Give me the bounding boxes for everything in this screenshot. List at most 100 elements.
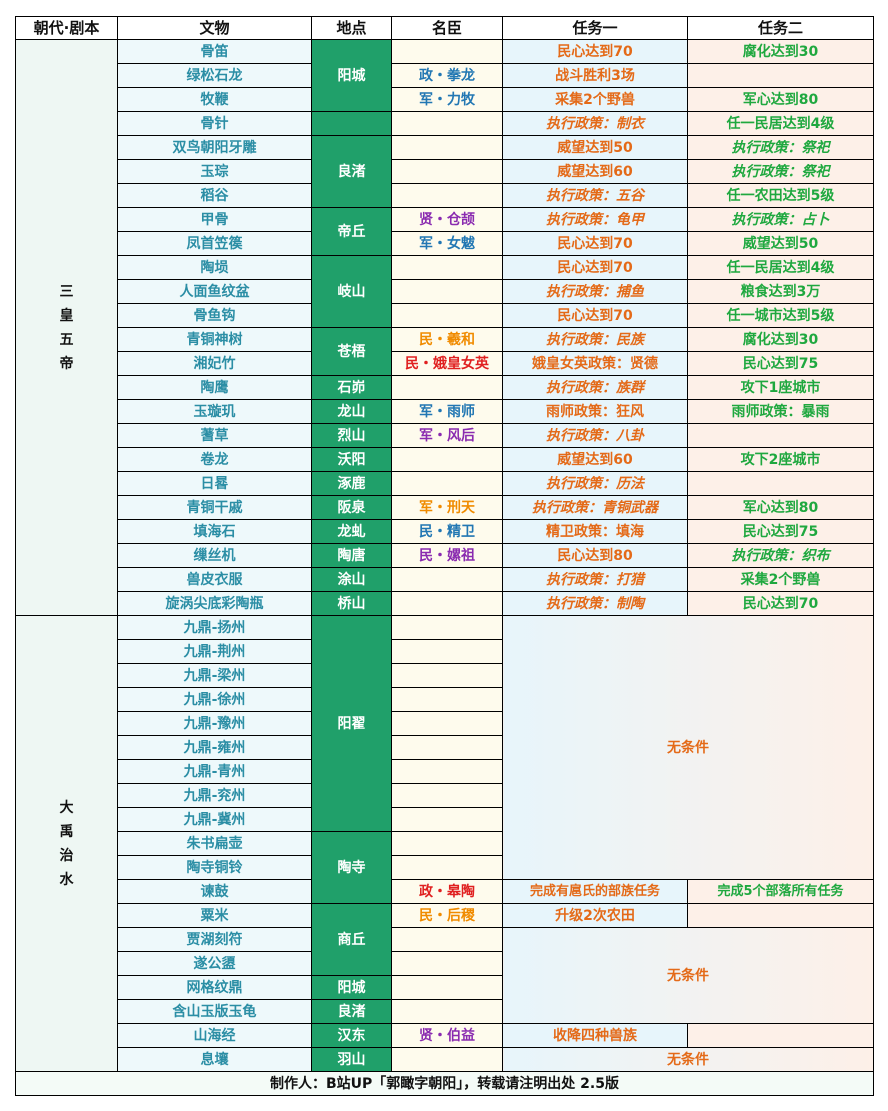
artifact-cell: 粟米 xyxy=(117,903,312,928)
artifact-cell: 九鼎-冀州 xyxy=(117,807,312,832)
location-cell: 陶唐 xyxy=(311,543,392,568)
location-cell: 阳城 xyxy=(311,975,392,1000)
minister-cell: 军・女魃 xyxy=(391,231,503,256)
task2-cell: 民心达到75 xyxy=(687,351,874,376)
artifact-cell: 九鼎-荆州 xyxy=(117,639,312,664)
task1-cell: 民心达到70 xyxy=(502,303,688,328)
artifact-cell: 玉璇玑 xyxy=(117,399,312,424)
minister-cell xyxy=(391,831,503,856)
no-condition-cell: 无条件 xyxy=(502,1047,874,1072)
task1-cell: 升级2次农田 xyxy=(502,903,688,928)
artifact-cell: 日晷 xyxy=(117,471,312,496)
minister-cell xyxy=(391,975,503,1000)
artifact-cell: 卷龙 xyxy=(117,447,312,472)
header-row: 朝代·剧本 文物 地点 名臣 任务一 任务二 xyxy=(15,16,874,40)
table-row: 骨鱼钩 民心达到70 任一城市达到5级 xyxy=(16,303,874,328)
artifact-cell: 九鼎-雍州 xyxy=(117,735,312,760)
footer-row: 制作人：B站UP「郭瞰字朝阳」，转载请注明出处 2.5版 xyxy=(15,1071,874,1096)
location-cell: 陶寺 xyxy=(311,831,392,904)
minister-cell: 军・雨师 xyxy=(391,399,503,424)
artifact-cell: 骨针 xyxy=(117,111,312,136)
table-row: 九鼎-豫州 xyxy=(16,711,874,736)
artifact-cell: 息壤 xyxy=(117,1047,312,1072)
minister-cell xyxy=(391,735,503,760)
task1-cell: 执行政策：族群 xyxy=(502,375,688,400)
artifact-cell: 青铜神树 xyxy=(117,327,312,352)
artifact-cell: 人面鱼纹盆 xyxy=(117,279,312,304)
table-row: 青铜干戚 阪泉 军・刑天 执行政策：青铜武器 军心达到80 xyxy=(16,495,874,520)
location-cell: 汉东 xyxy=(311,1023,392,1048)
task1-cell: 执行政策：青铜武器 xyxy=(502,495,688,520)
table-row: 甲骨 帝丘 贤・仓颉 执行政策：龟甲 执行政策：占卜 xyxy=(16,207,874,256)
minister-cell xyxy=(391,807,503,832)
task1-cell: 执行政策：历法 xyxy=(502,471,688,496)
table-row: 山海经 汉东 贤・伯益 收降四种兽族 xyxy=(16,1023,874,1048)
artifact-cell: 九鼎-兖州 xyxy=(117,783,312,808)
location-cell: 龙虬 xyxy=(311,519,392,544)
location-cell: 阳翟 xyxy=(311,615,392,832)
task2-cell xyxy=(687,63,874,88)
table-row: 骨针 执行政策：制衣 任一民居达到4级 xyxy=(16,111,874,136)
minister-cell xyxy=(391,303,503,328)
location-cell: 石峁 xyxy=(311,375,392,400)
task1-cell: 执行政策：捕鱼 xyxy=(502,279,688,304)
task2-cell: 任一民居达到4级 xyxy=(687,255,874,280)
no-condition-cell: 无条件 xyxy=(502,615,874,880)
header-artifact: 文物 xyxy=(117,16,312,40)
artifact-cell: 陶埙 xyxy=(117,255,312,280)
artifact-cell: 青铜干戚 xyxy=(117,495,312,520)
task1-cell: 战斗胜利3场 xyxy=(502,63,688,88)
task1-cell: 精卫政策：填海 xyxy=(502,519,688,544)
minister-cell xyxy=(391,447,503,472)
header-era: 朝代·剧本 xyxy=(15,16,118,40)
artifact-cell: 九鼎-青州 xyxy=(117,759,312,784)
task1-cell: 威望达到60 xyxy=(502,159,688,184)
minister-cell xyxy=(391,687,503,712)
minister-cell xyxy=(391,783,503,808)
artifact-cell: 甲骨 xyxy=(117,207,312,232)
minister-cell xyxy=(391,135,503,160)
table-row: 九鼎-青州 xyxy=(16,759,874,784)
artifact-cell: 湘妃竹 xyxy=(117,351,312,376)
table-row: 人面鱼纹盆 执行政策：捕鱼 粮食达到3万 xyxy=(16,279,874,304)
table-row: 九鼎-梁州 xyxy=(16,663,874,688)
task2-cell: 粮食达到3万 xyxy=(687,279,874,304)
table-row: 绿松石龙 政・拳龙 战斗胜利3场 xyxy=(16,63,874,88)
minister-cell xyxy=(391,999,503,1024)
minister-cell: 民・羲和 xyxy=(391,327,503,352)
table-row: 粟米 商丘 民・后稷 升级2次农田 xyxy=(16,903,874,976)
location-cell: 龙山 xyxy=(311,399,392,424)
no-condition-cell: 无条件 xyxy=(502,927,874,1024)
task1-cell: 收降四种兽族 xyxy=(502,1023,688,1048)
minister-cell xyxy=(391,159,503,184)
table-row: 谏鼓 政・皋陶 完成有扈氏的部族任务 完成5个部落所有任务 xyxy=(16,879,874,904)
task1-cell: 民心达到80 xyxy=(502,543,688,568)
task2-cell: 军心达到80 xyxy=(687,495,874,520)
artifact-cell: 九鼎-豫州 xyxy=(117,711,312,736)
task2-cell: 执行政策：祭祀 xyxy=(687,159,874,184)
minister-cell: 军・力牧 xyxy=(391,87,503,112)
table-row: 含山玉版玉龟 良渚 xyxy=(16,999,874,1024)
minister-cell: 政・皋陶 xyxy=(391,879,503,904)
minister-cell xyxy=(391,615,503,640)
table-row: 填海石 龙虬 民・精卫 精卫政策：填海 民心达到75 xyxy=(16,519,874,544)
task1-cell: 娥皇女英政策：贤德 xyxy=(502,351,688,376)
location-cell: 桥山 xyxy=(311,591,392,616)
task2-cell: 攻下1座城市 xyxy=(687,375,874,400)
minister-cell xyxy=(391,951,503,976)
minister-cell xyxy=(391,111,503,136)
task1-cell: 民心达到70 xyxy=(502,231,688,256)
minister-cell xyxy=(391,591,503,616)
artifact-cell: 玉琮 xyxy=(117,159,312,184)
minister-cell xyxy=(391,39,503,64)
minister-cell xyxy=(391,855,503,880)
location-cell: 帝丘 xyxy=(311,207,392,256)
minister-cell: 民・后稷 xyxy=(391,903,503,928)
location-cell: 涂山 xyxy=(311,567,392,592)
location-cell: 商丘 xyxy=(311,903,392,976)
task1-cell: 执行政策：龟甲 xyxy=(502,207,688,232)
table-row: 蓍草 烈山 军・风后 执行政策：八卦 xyxy=(16,423,874,448)
location-cell: 沃阳 xyxy=(311,447,392,472)
artifact-cell: 九鼎-梁州 xyxy=(117,663,312,688)
artifact-cell: 骨笛 xyxy=(117,39,312,64)
